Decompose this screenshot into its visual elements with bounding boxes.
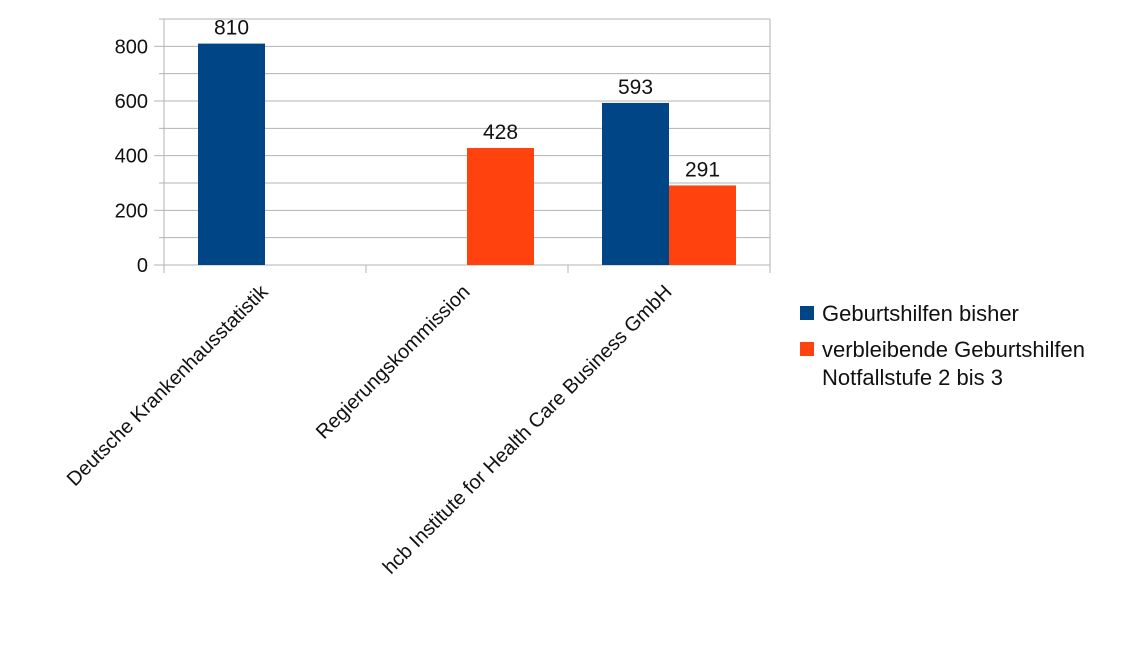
- y-tick-labels: 0 200 400 600 800: [115, 36, 148, 277]
- legend-label-series-2: verbleibende Geburtshilfen Notfallstufe …: [822, 337, 1085, 390]
- legend-label-series-1: Geburtshilfen bisher: [822, 301, 1019, 326]
- y-tick-label: 200: [115, 200, 148, 222]
- y-tick-label: 0: [137, 255, 148, 277]
- data-label: 291: [685, 158, 720, 181]
- x-tick-labels: Deutsche Krankenhausstatistik Regierungsk…: [63, 280, 677, 578]
- legend-item-series-1: Geburtshilfen bisher: [800, 300, 1122, 328]
- x-tick-label: Deutsche Krankenhausstatistik: [63, 280, 273, 490]
- bar-2-3: [669, 185, 736, 265]
- bars: [198, 43, 736, 265]
- data-label: 810: [214, 17, 249, 40]
- y-tick-label: 400: [115, 146, 148, 168]
- data-label: 593: [618, 76, 653, 99]
- y-tick-label: 800: [115, 36, 148, 58]
- x-tick-label: Regierungskommission: [312, 281, 475, 444]
- legend: Geburtshilfen bisher verbleibende Geburt…: [800, 300, 1122, 400]
- legend-swatch-series-2: [800, 342, 814, 356]
- bar-2-2: [467, 148, 534, 265]
- data-labels: 810 428 593 291: [214, 17, 720, 182]
- data-label: 428: [483, 121, 518, 144]
- bar-1-1: [198, 43, 265, 265]
- y-tick-label: 600: [115, 91, 148, 113]
- legend-swatch-series-1: [800, 306, 814, 320]
- bar-1-3: [602, 102, 669, 265]
- legend-item-series-2: verbleibende Geburtshilfen Notfallstufe …: [800, 336, 1122, 392]
